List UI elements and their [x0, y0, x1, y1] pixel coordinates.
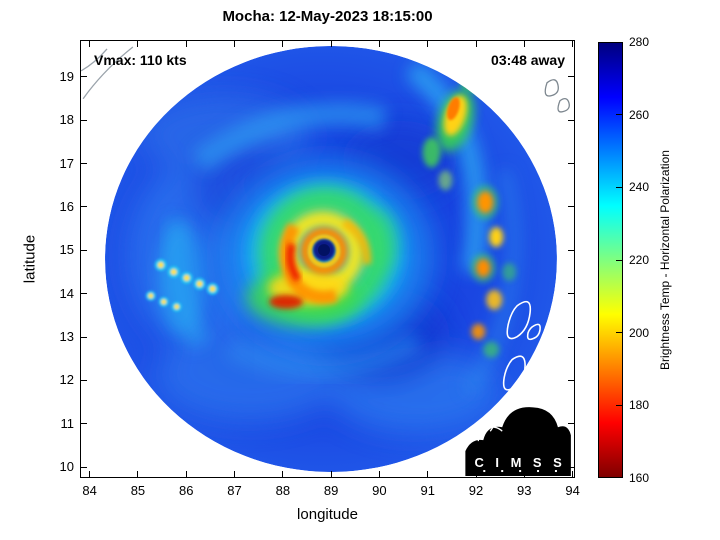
colorbar-tick-label: 220: [629, 253, 650, 267]
y-tick-label: 19: [59, 68, 74, 84]
x-tick-label: 85: [130, 483, 146, 498]
x-tick-mark: [330, 471, 332, 477]
colorbar-tick-label: 160: [629, 471, 650, 485]
storm-image: C I M S S: [81, 45, 571, 477]
x-tick-label: 86: [179, 483, 194, 498]
y-tick-label: 14: [59, 285, 74, 301]
y-tick-label: 12: [59, 372, 74, 388]
plot-area: C I M S S Vmax: 110 kts 03:48 away: [80, 40, 575, 478]
y-tick-mark: [81, 336, 87, 338]
east-cells: [470, 184, 517, 358]
colorbar-tick-mark: [616, 186, 622, 188]
satellite-dish-icon: [477, 426, 503, 442]
y-tick-label: 16: [59, 198, 74, 214]
eta-annotation: 03:48 away: [491, 52, 565, 68]
x-tick-mark: [427, 471, 429, 477]
y-tick-mark-right: [568, 249, 574, 251]
x-tick-mark: [523, 471, 525, 477]
x-tick-mark-top: [475, 41, 477, 47]
colorbar-tick-label: 240: [629, 180, 650, 195]
x-tick-mark-top: [572, 41, 574, 47]
x-tick-mark-top: [378, 41, 380, 47]
islands-northeast: [544, 79, 570, 113]
x-tick-mark-top: [89, 41, 91, 47]
y-tick-mark: [81, 249, 87, 251]
y-tick-mark: [81, 76, 87, 78]
x-tick-mark: [234, 471, 236, 477]
x-tick-label: 94: [565, 483, 580, 498]
cimss-logo-marks: [483, 470, 557, 473]
x-tick-mark: [378, 471, 380, 477]
y-tick-mark-right: [568, 466, 574, 468]
west-speckle-chain: [145, 259, 219, 312]
coastline-northwest: [81, 46, 134, 100]
x-tick-mark: [572, 471, 574, 477]
y-tick-mark: [81, 423, 87, 425]
storm-disk: [105, 45, 557, 473]
y-tick-label: 17: [59, 155, 74, 171]
y-tick-label: 11: [60, 415, 75, 431]
y-tick-mark-right: [568, 119, 574, 121]
x-axis-label: longitude: [297, 506, 358, 523]
colorbar-tick-label: 200: [629, 325, 650, 340]
colorbar-tick-mark: [616, 114, 622, 116]
x-tick-label: 90: [372, 483, 387, 498]
x-tick-label: 88: [275, 483, 291, 498]
x-tick-mark-top: [523, 41, 525, 47]
y-tick-mark: [81, 293, 87, 295]
x-tick-mark: [137, 471, 139, 477]
cimss-logo: C I M S S: [465, 407, 571, 477]
y-tick-label: 18: [59, 112, 74, 128]
y-tick-mark-right: [568, 163, 574, 165]
y-tick-mark-right: [568, 423, 574, 425]
y-tick-label: 10: [59, 459, 74, 475]
y-tick-mark: [81, 379, 87, 381]
y-tick-mark: [81, 119, 87, 121]
x-tick-mark-top: [330, 41, 332, 47]
x-tick-label: 87: [227, 483, 242, 498]
y-tick-mark-right: [568, 76, 574, 78]
y-tick-label: 13: [59, 329, 74, 345]
x-tick-mark: [282, 471, 284, 477]
x-tick-label: 92: [468, 483, 484, 498]
colorbar-tick-label: 180: [629, 398, 650, 413]
colorbar-label: Brightness Temp - Horizontal Polarizatio…: [658, 150, 672, 370]
y-tick-mark: [81, 206, 87, 208]
y-tick-mark-right: [568, 293, 574, 295]
colorbar-tick-mark: [616, 476, 622, 478]
y-tick-mark-right: [568, 206, 574, 208]
y-tick-mark: [81, 466, 87, 468]
y-tick-mark: [81, 163, 87, 165]
colorbar-tick-mark: [616, 404, 622, 406]
y-tick-label: 15: [59, 242, 74, 258]
x-tick-mark: [475, 471, 477, 477]
x-tick-mark-top: [137, 41, 139, 47]
ne-convection: [422, 76, 483, 191]
x-tick-mark-top: [185, 41, 187, 47]
x-tick-label: 89: [323, 483, 339, 498]
x-tick-mark-top: [234, 41, 236, 47]
plot-title: Mocha: 12-May-2023 18:15:00: [222, 8, 433, 25]
colorbar-tick-mark: [616, 259, 622, 261]
x-tick-label: 93: [517, 483, 532, 498]
x-tick-label: 91: [420, 483, 435, 498]
x-tick-mark-top: [282, 41, 284, 47]
colorbar-tick-mark: [616, 332, 622, 334]
colorbar-tick-label: 260: [629, 107, 650, 122]
rainbands: [156, 60, 521, 396]
y-tick-mark-right: [568, 336, 574, 338]
x-tick-mark: [185, 471, 187, 477]
y-axis-label: latitude: [21, 234, 39, 284]
x-tick-mark: [89, 471, 91, 477]
storm-core: [219, 158, 435, 354]
cimss-logo-text: C I M S S: [475, 455, 566, 470]
x-tick-label: 84: [82, 483, 97, 498]
colorbar-tick-label: 280: [629, 35, 650, 49]
vmax-annotation: Vmax: 110 kts: [94, 52, 187, 68]
colorbar-tick-mark: [616, 41, 622, 43]
y-tick-mark-right: [568, 379, 574, 381]
x-tick-mark-top: [427, 41, 429, 47]
